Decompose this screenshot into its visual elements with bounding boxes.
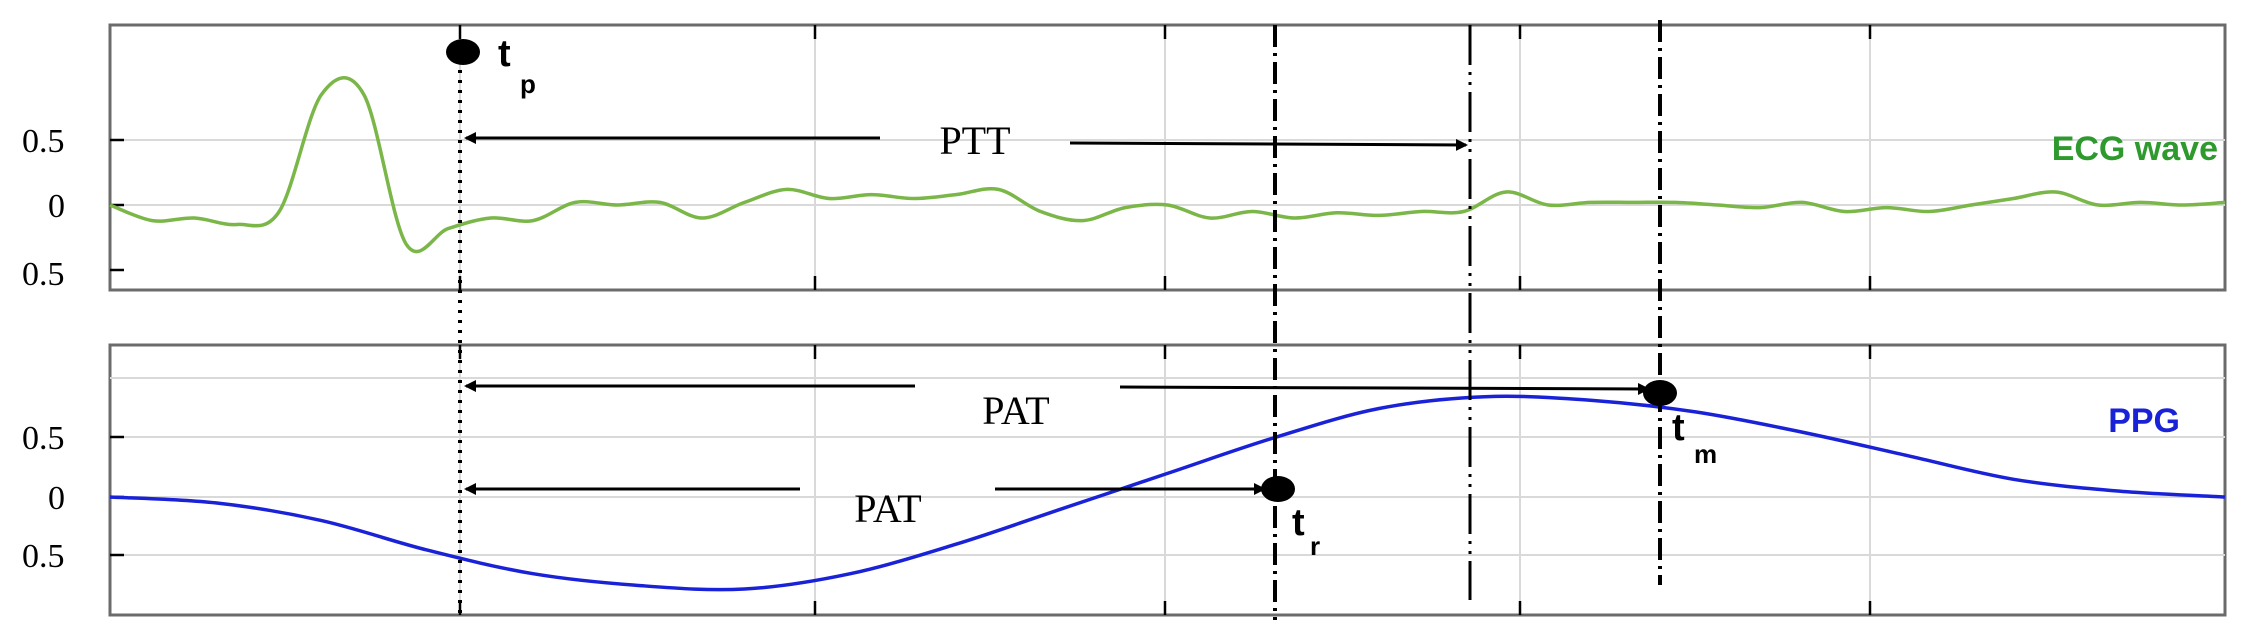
tp-label: t p (498, 33, 536, 99)
tp-label-main: t (498, 33, 511, 75)
ppg-panel-frame (108, 343, 2227, 617)
tp-point (446, 39, 480, 65)
ecg-ytick-top: 0.5 (22, 123, 65, 160)
ppg-wave-label: PPG (2108, 402, 2180, 440)
tr-label-sub: r (1310, 531, 1320, 561)
ppg-ytick-bottom: 0.5 (22, 538, 65, 575)
ecg-ytick-mid: 0 (48, 188, 65, 225)
ptt-arrow-right (1069, 138, 1468, 151)
tm-label-sub: m (1694, 439, 1717, 469)
ptt-label: PTT (939, 118, 1010, 163)
tm-point (1643, 380, 1677, 406)
ppg-ytick-top: 0.5 (22, 420, 65, 457)
pat-upper-label: PAT (982, 388, 1049, 433)
ppg-ticks (110, 345, 1872, 615)
ecg-panel: 0.5 0 0.5 ECG wave (22, 23, 2227, 293)
ppg-panel: 0.5 0 0.5 PPG (22, 343, 2227, 617)
marker-lines (458, 20, 1662, 620)
tm-label-main: t (1672, 407, 1685, 449)
pat-lower-label: PAT (854, 486, 921, 531)
tm-label: t m (1672, 407, 1717, 469)
ecg-panel-frame (108, 23, 2227, 292)
tr-label-main: t (1292, 502, 1305, 544)
tr-label: t r (1292, 502, 1320, 561)
ppg-wave-line (109, 394, 2226, 592)
ecg-ytick-bottom: 0.5 (22, 256, 65, 293)
pat-upper-arrow: PAT (464, 380, 1650, 433)
ppg-ytick-mid: 0 (48, 480, 65, 517)
tr-point (1261, 476, 1295, 502)
ecg-ticks (110, 25, 1872, 290)
ecg-wave-line (109, 76, 2226, 254)
tp-label-sub: p (520, 69, 536, 99)
ptt-arrow: PTT (464, 118, 1468, 163)
ecg-wave-label: ECG wave (2052, 130, 2218, 168)
pat-upper-arrow-right (1119, 382, 1650, 395)
pat-lower-arrow: PAT (464, 483, 1266, 531)
feature-points (446, 39, 1677, 502)
